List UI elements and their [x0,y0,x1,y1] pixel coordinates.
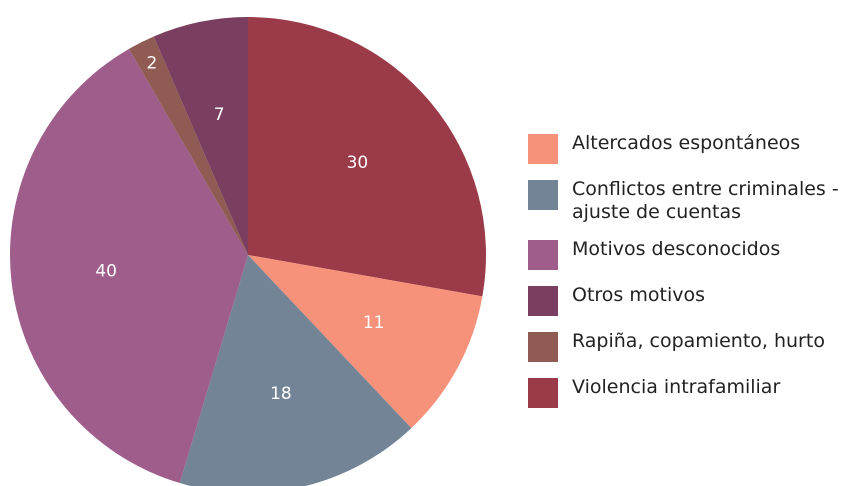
legend-swatch [528,286,558,316]
slice-label: 11 [363,313,385,333]
legend-label: Altercados espontáneos [572,132,801,154]
legend-swatch [528,378,558,408]
legend-swatch [528,332,558,362]
legend-swatch [528,134,558,164]
slice [129,36,248,255]
legend-label: Violencia intrafamiliar [572,376,781,398]
slice [153,17,248,255]
slice-label: 40 [95,262,117,282]
slice [9,48,249,484]
legend-swatch [528,180,558,210]
slice [248,17,486,297]
slice-label: 30 [347,153,369,173]
slice-label: 2 [146,54,157,74]
legend-item: Otros motivos [528,284,858,316]
legend-item: Conflictos entre criminales - ajuste de … [528,178,858,224]
legend: Altercados espontáneos Conflictos entre c… [528,132,858,408]
legend-item: Rapiña, copamiento, hurto [528,330,858,362]
legend-label: Rapiña, copamiento, hurto [572,330,825,352]
legend-label: Otros motivos [572,284,705,306]
legend-label: Conflictos entre criminales - ajuste de … [572,178,839,223]
legend-label: Motivos desconocidos [572,238,781,260]
pie: 30 11 18 40 2 7 [9,17,486,486]
legend-item: Altercados espontáneos [528,132,858,164]
legend-swatch [528,240,558,270]
legend-item: Violencia intrafamiliar [528,376,858,408]
slice-label: 7 [214,105,225,125]
slice [179,255,412,486]
legend-item: Motivos desconocidos [528,238,858,270]
slice-label: 18 [270,384,292,404]
slice [248,255,483,429]
